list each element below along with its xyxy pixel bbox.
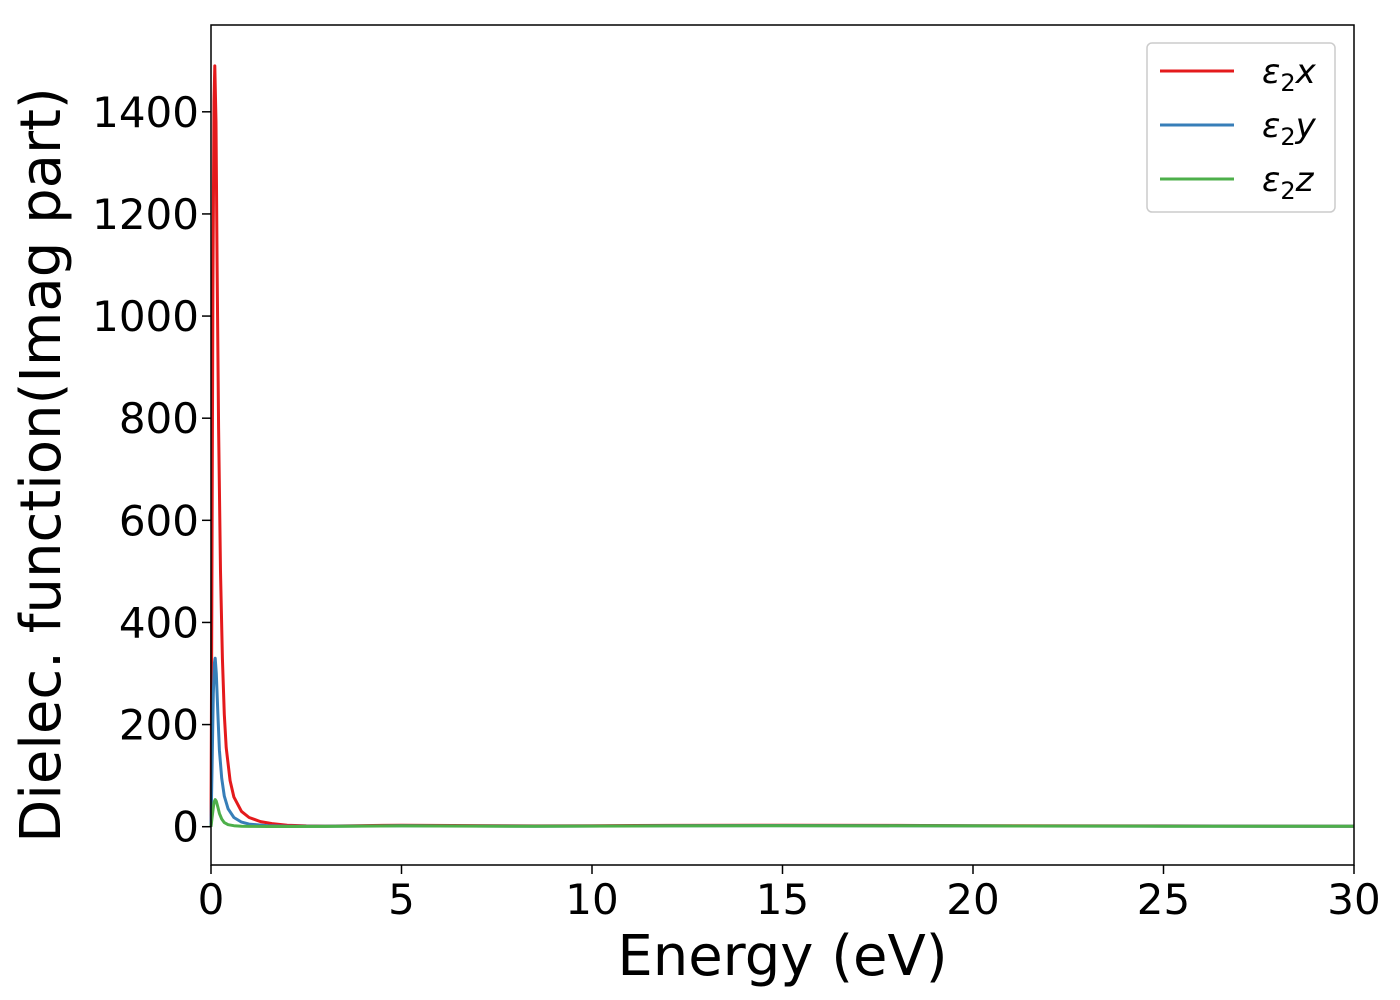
y-tick-label: 1000	[92, 292, 199, 341]
x-tick-label: 25	[1137, 875, 1190, 924]
legend-box	[1146, 42, 1336, 213]
legend-label-y: ε2y	[1262, 106, 1317, 151]
legend-label-z: ε2z	[1262, 160, 1315, 205]
y-tick-label: 0	[172, 803, 199, 852]
x-tick-label: 15	[756, 875, 809, 924]
y-tick-label: 800	[119, 394, 199, 443]
series-line-z	[209, 798, 1355, 828]
y-tick-label: 1200	[92, 190, 199, 239]
y-tick-label: 400	[119, 598, 199, 647]
legend-label-x: ε2x	[1262, 52, 1317, 97]
x-axis-title: Energy (eV)	[617, 924, 947, 989]
y-tick-label: 600	[119, 496, 199, 545]
legend: ε2x ε2y ε2z	[1146, 42, 1336, 213]
x-tick-label: 30	[1327, 875, 1380, 924]
y-axis-title: Dielec. function(Imag part)	[9, 87, 74, 843]
y-tick-label: 200	[119, 701, 199, 750]
axes-layer: 0 5 10 15 20 25 30 0 200 400 600 800 1000 1200 1400	[92, 24, 1381, 924]
x-tick-label: 5	[388, 875, 415, 924]
series-layer	[209, 64, 1355, 828]
x-tick-label: 10	[565, 875, 618, 924]
x-tick-label: 0	[198, 875, 225, 924]
x-tick-label: 20	[946, 875, 999, 924]
y-tick-label: 1400	[92, 88, 199, 137]
